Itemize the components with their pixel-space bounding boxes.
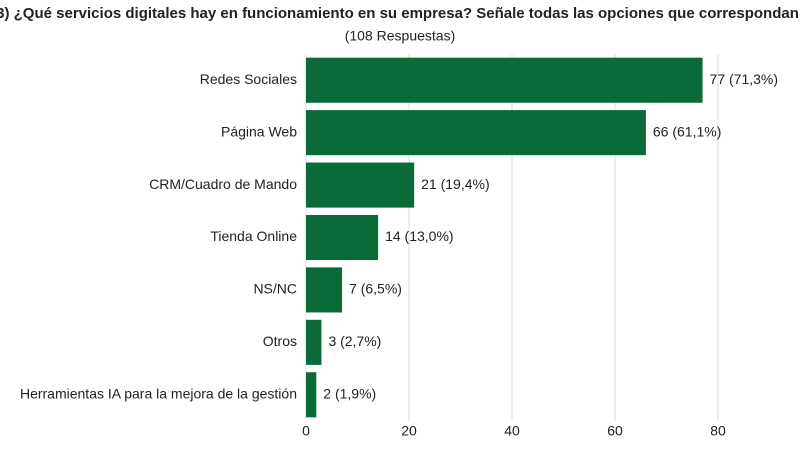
y-tick-label: Herramientas IA para la mejora de la ges…: [20, 385, 297, 401]
y-tick-label: Página Web: [221, 123, 297, 139]
y-tick-label: NS/NC: [253, 281, 297, 297]
chart-title: 3) ¿Qué servicios digitales hay en funci…: [0, 5, 800, 22]
x-tick-label: 60: [607, 423, 623, 439]
value-label: 66 (61,1%): [653, 123, 721, 139]
chart-subtitle: (108 Respuestas): [345, 28, 456, 44]
value-label: 2 (1,9%): [323, 385, 376, 401]
value-label: 7 (6,5%): [349, 281, 402, 297]
value-label: 14 (13,0%): [385, 228, 453, 244]
value-label: 21 (19,4%): [421, 176, 489, 192]
bar: [306, 372, 317, 418]
x-tick-label: 20: [401, 423, 417, 439]
bar: [306, 57, 703, 103]
bar: [306, 110, 646, 156]
x-tick-label: 40: [504, 423, 520, 439]
bar: [306, 267, 343, 313]
value-label: 3 (2,7%): [328, 333, 381, 349]
y-tick-label: Redes Sociales: [200, 71, 297, 87]
y-tick-label: Tienda Online: [210, 228, 297, 244]
bar: [306, 214, 379, 261]
bar: [306, 162, 415, 208]
x-tick-label: 0: [302, 423, 310, 439]
value-label: 77 (71,3%): [710, 71, 778, 87]
bar: [306, 319, 322, 365]
y-tick-label: Otros: [263, 333, 297, 349]
x-tick-label: 80: [710, 423, 726, 439]
y-tick-label: CRM/Cuadro de Mando: [149, 176, 297, 192]
